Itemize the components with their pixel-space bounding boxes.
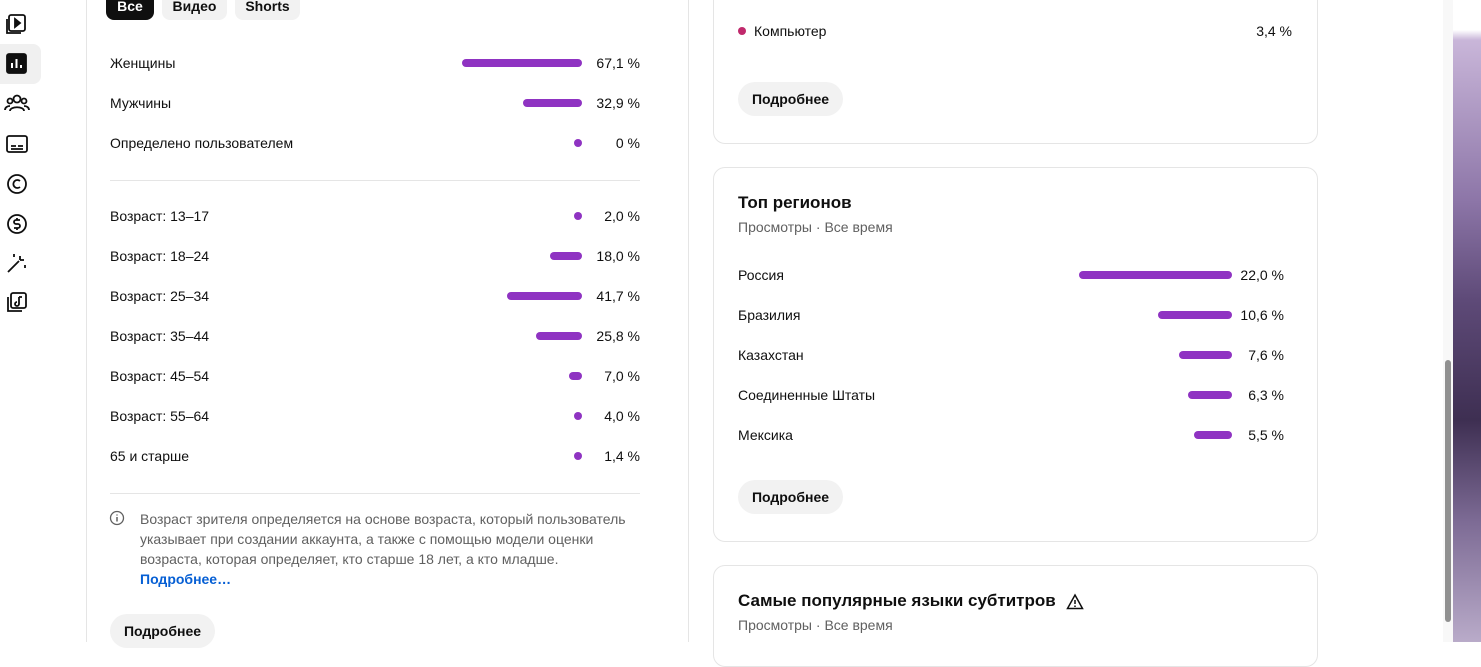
row-label: Возраст: 25–34 <box>110 288 210 304</box>
bar <box>1193 431 1232 439</box>
row-value: 41,7 % <box>596 288 640 304</box>
devices-card <box>713 0 1318 144</box>
icon-customize[interactable] <box>7 254 26 273</box>
bar <box>1079 271 1232 279</box>
bar <box>549 252 582 260</box>
scrollbar <box>1443 0 1453 642</box>
icon-copyright[interactable] <box>7 174 27 194</box>
row-label: Возраст: 18–24 <box>110 248 210 264</box>
row-label: Возраст: 45–54 <box>110 368 210 384</box>
bar <box>1188 391 1232 399</box>
divider <box>110 493 640 494</box>
panel-border <box>688 0 689 642</box>
row-value: 5,5 % <box>1248 427 1284 443</box>
icon-community[interactable] <box>4 94 30 112</box>
card-title: Самые популярные языки субтитров <box>738 591 1056 610</box>
info-icon <box>109 510 125 526</box>
card-title: Топ регионов <box>738 193 852 212</box>
icon-subtitles[interactable] <box>6 135 28 153</box>
bar <box>1179 351 1232 359</box>
row-value: 32,9 % <box>596 95 640 111</box>
note-link[interactable]: Подробнее… <box>140 571 232 587</box>
row-value: 67,1 % <box>596 55 640 71</box>
tab[interactable]: Видео <box>162 0 227 20</box>
sidebar-icons <box>4 14 30 312</box>
more-button[interactable]: Подробнее <box>738 82 843 116</box>
tab[interactable]: Все <box>106 0 154 20</box>
bar <box>574 412 582 420</box>
bar <box>574 139 582 147</box>
row-value: 7,6 % <box>1248 347 1284 363</box>
bar <box>462 59 582 67</box>
card-subtitle: Просмотры · Все время <box>738 219 893 235</box>
icon-analytics[interactable] <box>6 53 27 74</box>
background-window <box>1453 0 1481 642</box>
row-label: Соединенные Штаты <box>738 387 876 403</box>
row-label: Возраст: 35–44 <box>110 328 210 344</box>
scroll-thumb[interactable] <box>1445 360 1451 622</box>
bar <box>523 99 582 107</box>
warning-icon <box>1066 593 1084 610</box>
row-value: 10,6 % <box>1240 307 1284 323</box>
row-label: Женщины <box>110 55 176 71</box>
row-value: 6,3 % <box>1248 387 1284 403</box>
bar <box>569 372 582 380</box>
more-button[interactable]: Подробнее <box>110 614 215 648</box>
row-label: Мексика <box>738 427 793 443</box>
row-label: Определено пользователем <box>110 135 294 151</box>
row-label: Возраст: 55–64 <box>110 408 210 424</box>
more-button[interactable]: Подробнее <box>738 480 843 514</box>
note-text: Возраст зрителя определяется на основе в… <box>140 511 626 567</box>
bar <box>574 452 582 460</box>
card-subtitle: Просмотры · Все время <box>738 617 893 633</box>
row-value: 7,0 % <box>604 368 640 384</box>
row-label: Россия <box>738 267 784 283</box>
row-value: 2,0 % <box>604 208 640 224</box>
icon-earn[interactable] <box>7 214 27 234</box>
row-value: 25,8 % <box>596 328 640 344</box>
row-label: Возраст: 13–17 <box>110 208 210 224</box>
bar <box>1158 311 1232 319</box>
row-label: Бразилия <box>738 307 801 323</box>
legend-dot <box>738 27 746 35</box>
row-value: 18,0 % <box>596 248 640 264</box>
row-value: 0 % <box>615 135 640 151</box>
bar <box>535 332 582 340</box>
row-value: 22,0 % <box>1240 267 1284 283</box>
row-label: Казахстан <box>738 347 804 363</box>
bar <box>574 212 582 220</box>
tab[interactable]: Shorts <box>235 0 300 20</box>
row-value: 4,0 % <box>604 408 640 424</box>
note: Возраст зрителя определяется на основе в… <box>140 509 640 589</box>
row-label: 65 и старше <box>110 448 190 464</box>
row-label: Компьютер <box>754 23 827 39</box>
row-label: Мужчины <box>110 95 172 111</box>
sidebar <box>0 0 87 642</box>
icon-audio[interactable] <box>7 292 27 312</box>
divider <box>110 180 640 181</box>
icon-content[interactable] <box>6 14 26 34</box>
bar <box>507 292 582 300</box>
row-value: 1,4 % <box>604 448 640 464</box>
row-value: 3,4 % <box>1256 23 1292 39</box>
